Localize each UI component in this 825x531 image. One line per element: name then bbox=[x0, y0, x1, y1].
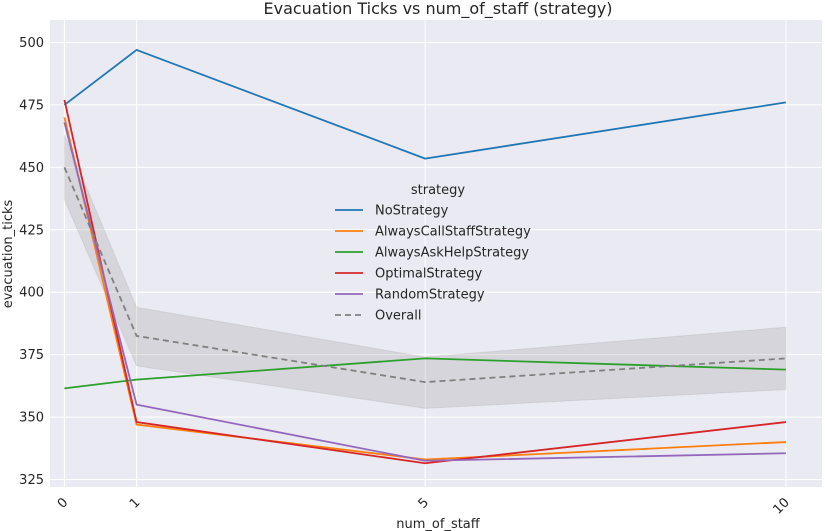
x-tick-label: 0 bbox=[55, 495, 71, 511]
x-tick-label: 5 bbox=[416, 495, 432, 511]
legend-label: NoStrategy bbox=[375, 204, 449, 219]
y-tick-label: 450 bbox=[19, 161, 44, 176]
chart-title: Evacuation Ticks vs num_of_staff (strate… bbox=[264, 0, 613, 19]
y-tick-label: 375 bbox=[19, 348, 44, 363]
confidence-band bbox=[63, 134, 787, 409]
series-line-NoStrategy bbox=[63, 49, 787, 160]
y-tick-label: 350 bbox=[19, 411, 44, 426]
x-tick-label: 10 bbox=[770, 495, 792, 517]
legend-label: OptimalStrategy bbox=[375, 267, 482, 282]
plot-background bbox=[50, 20, 822, 487]
series-line-overall bbox=[63, 166, 786, 384]
y-tick-label: 325 bbox=[19, 473, 44, 488]
legend-label: AlwaysAskHelpStrategy bbox=[375, 246, 529, 261]
x-axis-label: num_of_staff bbox=[396, 517, 481, 531]
y-tick-label: 400 bbox=[19, 286, 44, 301]
legend-label: Overall bbox=[375, 309, 421, 324]
series-line-RandomStrategy bbox=[63, 122, 786, 462]
y-tick-label: 425 bbox=[19, 223, 44, 238]
x-tick-label: 1 bbox=[127, 495, 143, 511]
legend-label: RandomStrategy bbox=[375, 288, 485, 303]
grid bbox=[50, 20, 822, 487]
overall-ci-band bbox=[63, 134, 787, 409]
y-axis-label: evacuation_ticks bbox=[1, 199, 16, 308]
x-tick-labels: 0 1 5 10 bbox=[55, 495, 793, 517]
legend-title: strategy bbox=[411, 183, 466, 198]
series-lines bbox=[63, 49, 787, 465]
series-line-AlwaysAskHelpStrategy bbox=[64, 357, 786, 390]
y-tick-label: 475 bbox=[19, 98, 44, 113]
y-tick-labels: 325 350 375 400 425 450 475 500 bbox=[19, 36, 44, 488]
legend: strategy NoStrategy AlwaysCallStaffStrate… bbox=[335, 183, 531, 324]
legend-label: AlwaysCallStaffStrategy bbox=[375, 225, 531, 240]
y-tick-label: 500 bbox=[19, 36, 44, 51]
